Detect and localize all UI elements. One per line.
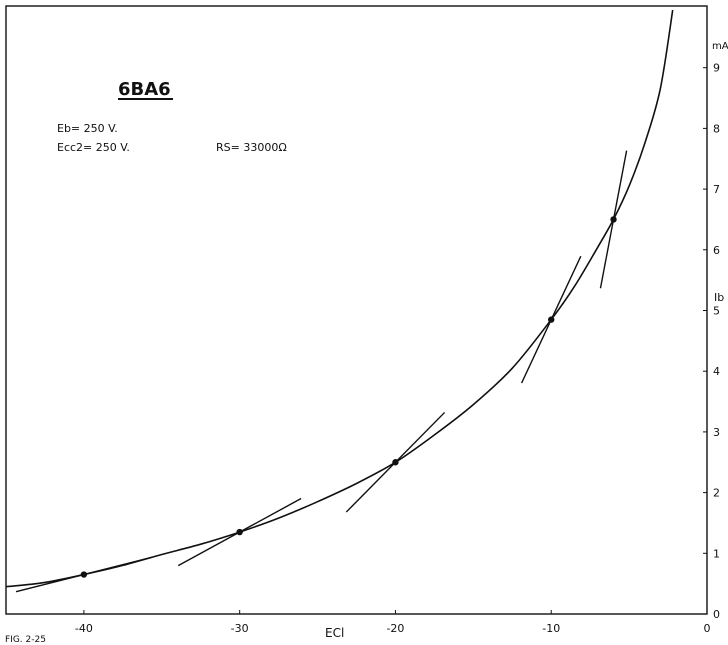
y-tick-label: 0 (713, 608, 720, 621)
y-tick-label: 4 (713, 365, 720, 378)
chart-title: 6BA6 (118, 79, 171, 100)
x-axis-ticks: -40 -30 -20 -10 0 (75, 610, 711, 635)
tangent-point-marker (80, 571, 88, 578)
x-tick-label: -10 (542, 622, 560, 635)
condition-ecc2: Ecc2= 250 V. (57, 141, 130, 154)
tangent-point-marker (548, 316, 555, 323)
tangent-point-marker (610, 216, 617, 223)
y-tick-label: 3 (713, 426, 720, 439)
y-tick-label: 5 (713, 305, 720, 318)
figure-label: FIG. 2-25 (5, 635, 46, 645)
x-tick-label: 0 (704, 622, 711, 635)
y-axis-label: Ib (714, 291, 724, 304)
x-tick-label: -40 (75, 622, 93, 635)
plot-border (5, 5, 708, 615)
x-axis-label: ECl (325, 626, 344, 640)
y-tick-label: 7 (713, 183, 720, 196)
x-tick-label: -30 (231, 622, 249, 635)
y-tick-label: 6 (713, 244, 720, 257)
y-tick-label: 9 (713, 62, 720, 75)
x-tick-label: -20 (386, 622, 404, 635)
condition-eb: Eb= 250 V. (57, 122, 118, 135)
plot-frame (5, 5, 708, 615)
tangent-points (80, 216, 617, 578)
y-axis-ticks: 0 1 2 3 4 5 6 7 8 9 (703, 62, 720, 621)
curve-layer (5, 9, 674, 588)
condition-rs: RS= 33000Ω (216, 141, 287, 154)
y-axis-unit: mA (712, 41, 728, 52)
y-tick-label: 8 (713, 122, 720, 135)
tangent-lines (15, 150, 628, 593)
y-tick-label: 1 (713, 547, 720, 560)
plate-current-curve (5, 9, 674, 588)
tangent-point-marker (236, 528, 243, 536)
tangent-point-marker (392, 459, 399, 466)
y-tick-label: 2 (713, 487, 720, 500)
